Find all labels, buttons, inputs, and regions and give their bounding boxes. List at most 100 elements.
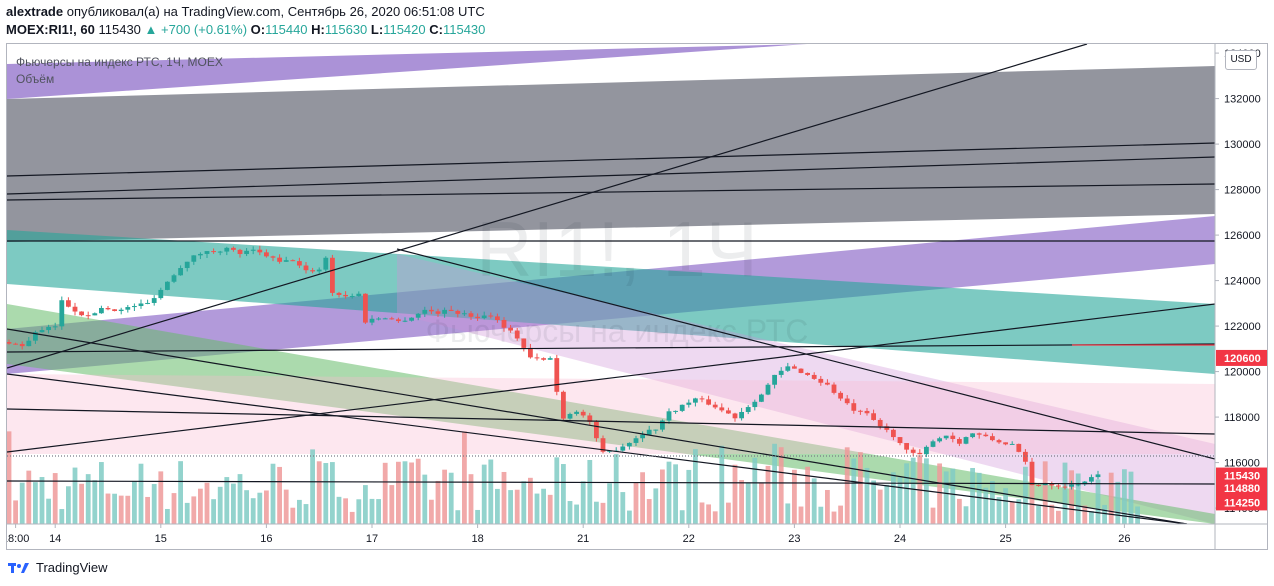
volume-bar xyxy=(877,489,883,524)
channel-teal xyxy=(7,230,1215,374)
candle-body xyxy=(151,298,157,303)
volume-bar xyxy=(224,477,230,524)
price-label-bg xyxy=(1216,480,1267,497)
volume-bar xyxy=(1069,470,1074,524)
price-label: 115430 xyxy=(1224,471,1260,483)
volume-bar xyxy=(580,481,586,524)
candle-body xyxy=(580,411,586,416)
candle-body xyxy=(838,392,843,399)
candle-body xyxy=(250,249,256,251)
volume-bar xyxy=(891,472,896,524)
price-chart[interactable]: RI1!, 1Ч Фьючерсы на индекс РТС 11400011… xyxy=(7,44,1267,549)
volume-bar xyxy=(633,482,639,524)
volume-bar xyxy=(772,443,777,524)
volume-bar xyxy=(442,469,447,524)
y-tick-label: 130000 xyxy=(1224,139,1261,151)
candle-body xyxy=(204,251,210,254)
volume-bar xyxy=(422,474,428,524)
last-price: 115430 xyxy=(98,22,141,37)
trend-line xyxy=(7,156,1215,195)
volume-bar xyxy=(270,463,276,524)
volume-bar xyxy=(1115,481,1121,524)
candle-body xyxy=(26,340,32,347)
volume-bar xyxy=(765,465,771,524)
candle-body xyxy=(679,404,685,411)
candle-body xyxy=(534,357,540,359)
volume-bar xyxy=(145,496,150,524)
candle-body xyxy=(1062,486,1068,488)
x-tick-label: 26 xyxy=(1118,533,1130,545)
volume-bar xyxy=(132,481,137,524)
volume-bar xyxy=(303,504,309,524)
candle-body xyxy=(620,446,626,451)
volume-bar xyxy=(435,480,441,524)
candle-body xyxy=(660,420,665,430)
candle-body xyxy=(422,309,428,314)
volume-bar xyxy=(488,459,494,524)
candle-body xyxy=(376,318,381,320)
volume-bar xyxy=(521,481,527,524)
candle-body xyxy=(633,438,639,443)
author-name[interactable]: alextrade xyxy=(6,4,64,19)
candle-body xyxy=(1016,443,1022,452)
candle-body xyxy=(924,446,929,455)
candle-body xyxy=(217,251,223,253)
volume-bar xyxy=(752,457,758,524)
volume-bar xyxy=(759,482,764,524)
candle-body xyxy=(640,434,645,439)
close-value: 115430 xyxy=(442,22,486,37)
candle-body xyxy=(818,378,824,383)
candle-body xyxy=(745,407,751,412)
candle-body xyxy=(594,421,599,439)
candle-body xyxy=(495,316,500,320)
volume-bar xyxy=(217,486,223,524)
candle-body xyxy=(567,413,573,419)
volume-bar xyxy=(330,462,335,524)
candle-body xyxy=(363,293,368,323)
volume-bar xyxy=(59,509,65,524)
candle-body xyxy=(910,449,916,453)
candle-body xyxy=(587,415,593,422)
candle-body xyxy=(257,249,263,253)
volume-bar xyxy=(620,492,626,524)
volume-bar xyxy=(1095,479,1101,524)
volume-bar xyxy=(838,505,843,524)
volume-bar xyxy=(455,510,461,524)
candle-body xyxy=(33,332,38,341)
candle-body xyxy=(963,437,969,444)
volume-bar xyxy=(475,509,480,524)
candle-body xyxy=(712,404,718,408)
channel-gray xyxy=(7,66,1215,242)
price-label-bg xyxy=(1216,349,1267,366)
candle-body xyxy=(132,306,137,308)
volume-bar xyxy=(811,478,817,524)
x-tick-label: 24 xyxy=(894,533,906,545)
candle-body xyxy=(158,289,164,299)
volume-bar xyxy=(343,498,348,524)
x-tick-label: 23 xyxy=(788,533,800,545)
volume-bar xyxy=(125,495,131,524)
volume-bar xyxy=(85,474,91,524)
currency-button[interactable]: USD xyxy=(1225,50,1257,70)
x-tick-label: 18 xyxy=(471,533,483,545)
volume-bar xyxy=(541,488,546,524)
volume-bar xyxy=(673,464,678,524)
volume-bar xyxy=(336,496,342,524)
volume-bar xyxy=(719,445,725,524)
horizontal-line xyxy=(7,480,1215,485)
candle-body xyxy=(646,429,652,435)
volume-bar xyxy=(257,492,263,524)
volume-bar xyxy=(970,467,975,524)
volume-bar xyxy=(957,498,962,524)
candle-body xyxy=(805,372,810,375)
low-label: L: xyxy=(370,22,384,37)
chart-frame[interactable]: RI1!, 1Ч Фьючерсы на индекс РТС 11400011… xyxy=(6,43,1268,550)
high-value: 115630 xyxy=(324,22,368,37)
ohlc-line: MOEX:RI1!, 60 115430 ▲ +700 (+0.61%) O:1… xyxy=(6,22,485,37)
volume-bar xyxy=(528,477,533,524)
volume-bar xyxy=(297,499,302,524)
brand-name[interactable]: TradingView xyxy=(36,560,108,575)
volume-bar xyxy=(244,490,249,524)
candle-body xyxy=(481,315,487,319)
candle-body xyxy=(897,437,903,444)
